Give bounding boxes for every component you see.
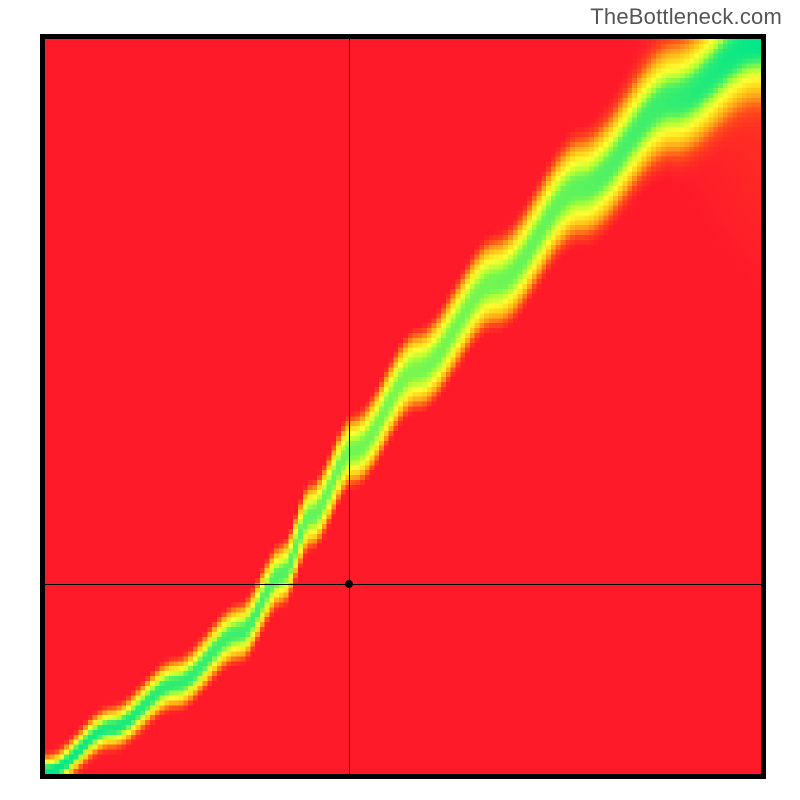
- crosshair-vertical: [349, 34, 350, 779]
- heatmap-canvas: [45, 39, 761, 774]
- chart-container: TheBottleneck.com: [0, 0, 800, 800]
- crosshair-horizontal: [40, 584, 766, 585]
- crosshair-marker: [345, 580, 353, 588]
- plot-frame: [40, 34, 766, 779]
- watermark-text: TheBottleneck.com: [590, 4, 782, 30]
